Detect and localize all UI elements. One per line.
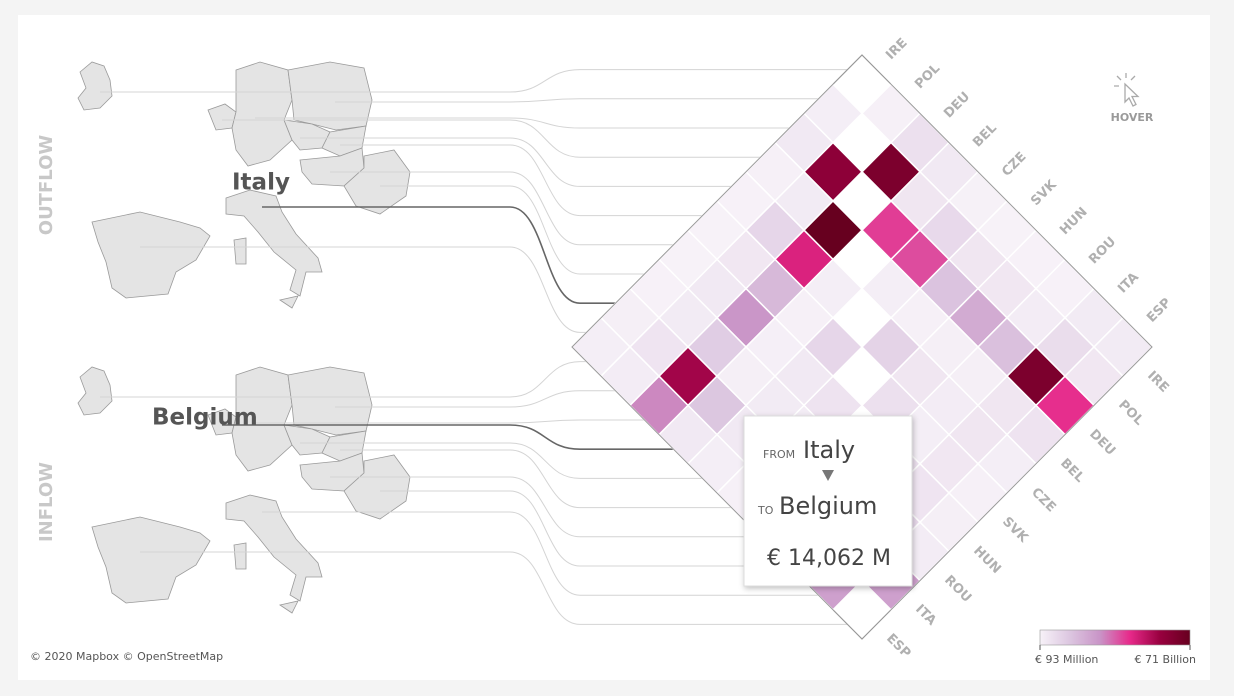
legend-bar (1039, 629, 1191, 646)
link (340, 449, 732, 509)
link (380, 490, 790, 567)
link (330, 476, 761, 538)
legend-max-label: € 71 Billion (1135, 653, 1196, 666)
link (100, 69, 848, 93)
tooltip-arrow (822, 470, 834, 481)
link (300, 137, 732, 187)
link (335, 390, 616, 408)
hover-label: HOVER (1111, 111, 1154, 124)
legend: € 93 Million € 71 Billion (1035, 645, 1196, 666)
hover-icon[interactable]: HOVER (1111, 73, 1154, 124)
attribution: © 2020 Mapbox © OpenStreetMap (30, 650, 223, 663)
link (140, 551, 848, 625)
link (380, 185, 645, 275)
tooltip: FROM Italy TO Belgium € 14,062 M (743, 415, 913, 587)
link (140, 246, 587, 333)
matrix-border (571, 54, 1153, 640)
links (100, 69, 848, 625)
tooltip-from: Italy (803, 436, 855, 464)
link (255, 419, 645, 424)
link-highlight (222, 424, 674, 450)
to-country-label: Belgium (152, 405, 258, 431)
link (100, 361, 587, 398)
link (330, 171, 674, 246)
link (340, 144, 703, 217)
row-title: OUTFLOW (36, 135, 57, 236)
from-country-label: Italy (232, 170, 290, 196)
tooltip-to: Belgium (779, 492, 877, 520)
tooltip-value: € 14,062 M (767, 546, 891, 571)
link-highlight (262, 206, 616, 304)
tooltip-box (743, 415, 913, 587)
link (262, 511, 819, 596)
link (222, 119, 761, 158)
column-title: INFLOW (36, 462, 57, 542)
tooltip-to-caption: TO (757, 504, 774, 517)
link (335, 98, 819, 103)
link (255, 117, 790, 129)
legend-min-label: € 93 Million (1035, 653, 1098, 666)
link (300, 442, 703, 479)
tooltip-from-caption: FROM (763, 448, 795, 461)
